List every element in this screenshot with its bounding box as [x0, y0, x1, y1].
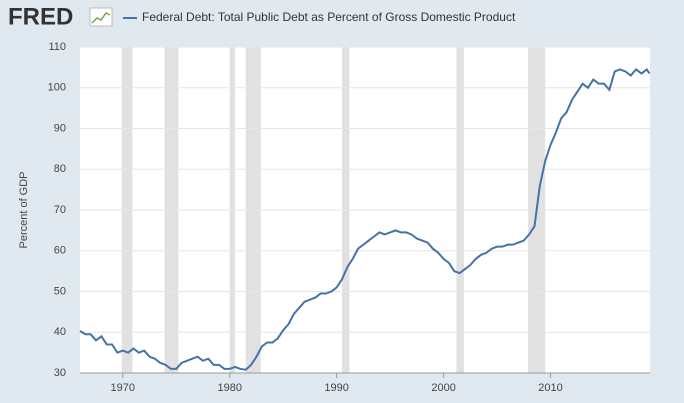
- y-axis-label: Percent of GDP: [18, 171, 30, 248]
- y-tick-label: 70: [54, 204, 66, 216]
- x-tick-label: 1980: [217, 382, 241, 394]
- y-tick-label: 60: [54, 245, 66, 257]
- y-tick-label: 100: [48, 82, 66, 94]
- y-tick-label: 110: [48, 41, 66, 53]
- x-tick-label: 1990: [324, 382, 348, 394]
- y-tick-label: 80: [54, 163, 66, 175]
- x-tick-label: 2010: [538, 382, 562, 394]
- brand-logo[interactable]: FRED: [8, 3, 73, 30]
- y-tick-label: 90: [54, 122, 66, 134]
- x-tick-label: 1970: [111, 382, 135, 394]
- data-line: [79, 67, 651, 371]
- y-tick-label: 40: [54, 326, 66, 338]
- legend-label: Federal Debt: Total Public Debt as Perce…: [142, 10, 516, 24]
- x-tick-label: 2000: [431, 382, 455, 394]
- y-tick-label: 30: [54, 367, 66, 379]
- y-tick-label: 50: [54, 285, 66, 297]
- logo-icon: [89, 7, 113, 27]
